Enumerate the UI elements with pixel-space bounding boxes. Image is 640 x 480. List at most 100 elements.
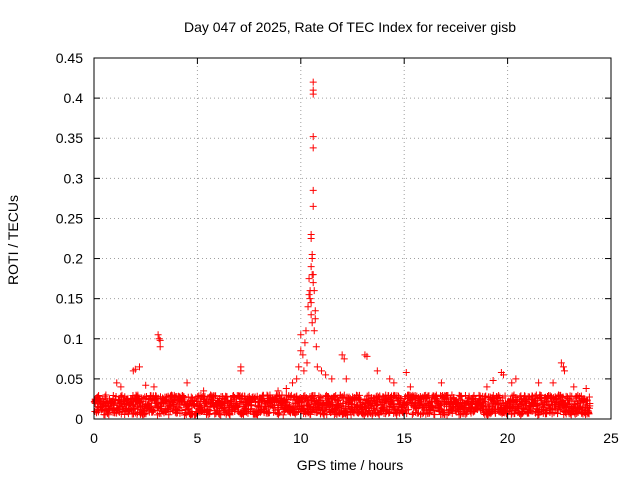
data-points	[90, 78, 594, 419]
data-point	[508, 379, 516, 387]
y-axis-label: ROTI / TECUs	[5, 195, 21, 285]
x-tick-label: 10	[293, 430, 309, 446]
data-point	[483, 383, 491, 391]
x-tick-label: 20	[500, 430, 516, 446]
data-point	[363, 392, 371, 400]
x-tick-label: 0	[90, 430, 98, 446]
data-point	[386, 375, 394, 383]
data-point	[148, 408, 156, 416]
data-point	[223, 393, 231, 401]
data-point	[567, 411, 575, 419]
y-tick-label: 0.25	[56, 210, 83, 226]
data-point	[585, 393, 593, 401]
data-point	[200, 387, 208, 395]
x-tick-label: 15	[396, 430, 412, 446]
data-point	[309, 90, 317, 98]
y-tick-label: 0.05	[56, 371, 83, 387]
data-point	[133, 402, 141, 410]
y-tick-label: 0.4	[64, 90, 84, 106]
data-point	[322, 371, 330, 379]
y-tick-label: 0.2	[64, 251, 84, 267]
data-point	[309, 202, 317, 210]
data-point	[178, 407, 186, 414]
axis-ticks	[93, 57, 612, 420]
data-point	[402, 368, 410, 376]
data-point	[311, 307, 319, 315]
data-point	[484, 400, 492, 408]
data-point	[412, 408, 420, 416]
y-tick-label: 0.1	[64, 331, 84, 347]
data-point	[295, 363, 303, 371]
data-point	[307, 235, 315, 242]
data-point	[571, 410, 579, 418]
data-point	[560, 367, 568, 375]
data-point	[586, 399, 594, 407]
data-point	[205, 411, 213, 419]
data-point	[305, 291, 313, 299]
data-point	[129, 401, 137, 409]
data-point	[559, 363, 567, 371]
grid-lines	[94, 58, 611, 419]
data-point	[405, 406, 413, 414]
data-point	[301, 339, 309, 347]
data-point	[307, 263, 315, 271]
data-point	[554, 410, 562, 418]
data-point	[156, 343, 164, 351]
data-point	[282, 385, 290, 393]
plot-frame	[93, 57, 612, 420]
data-point	[317, 367, 325, 375]
data-point	[457, 392, 465, 400]
data-point	[373, 367, 381, 375]
data-point	[342, 375, 350, 383]
x-tick-label: 25	[603, 430, 619, 446]
data-point	[507, 405, 515, 413]
data-point	[429, 403, 437, 411]
data-point	[237, 367, 245, 375]
data-point	[340, 355, 348, 363]
data-point	[318, 394, 326, 402]
data-point	[200, 394, 208, 402]
data-point	[310, 287, 318, 295]
data-point	[279, 411, 287, 419]
data-point	[310, 327, 318, 335]
data-point	[290, 404, 298, 412]
data-point	[297, 331, 305, 339]
data-point	[211, 392, 219, 400]
y-tick-label: 0.3	[64, 170, 84, 186]
data-point	[540, 403, 548, 411]
data-point	[171, 396, 179, 404]
data-point	[480, 397, 488, 405]
data-point	[501, 392, 509, 400]
data-point	[331, 392, 339, 400]
y-tick-label: 0	[75, 411, 83, 427]
y-tick-label: 0.15	[56, 291, 83, 307]
data-point	[545, 401, 553, 409]
data-point	[309, 186, 317, 194]
data-point	[512, 375, 520, 383]
data-point	[155, 335, 163, 343]
data-point	[241, 405, 249, 413]
data-point	[308, 407, 316, 415]
data-point	[499, 371, 507, 379]
data-point	[312, 343, 320, 351]
data-point	[309, 144, 317, 152]
data-point	[432, 391, 440, 399]
data-point	[549, 379, 557, 387]
data-point	[437, 379, 445, 387]
data-point	[557, 359, 565, 367]
data-point	[313, 363, 321, 371]
data-point	[274, 387, 282, 395]
data-point	[372, 402, 380, 410]
data-point	[149, 407, 157, 415]
data-point	[303, 359, 311, 367]
data-point	[489, 376, 497, 384]
y-tick-label: 0.35	[56, 130, 83, 146]
data-point	[309, 279, 317, 287]
data-point	[380, 403, 388, 411]
data-point	[102, 391, 110, 399]
data-point	[305, 402, 313, 410]
data-point	[307, 311, 315, 319]
data-point	[309, 271, 317, 279]
data-point	[538, 395, 546, 403]
